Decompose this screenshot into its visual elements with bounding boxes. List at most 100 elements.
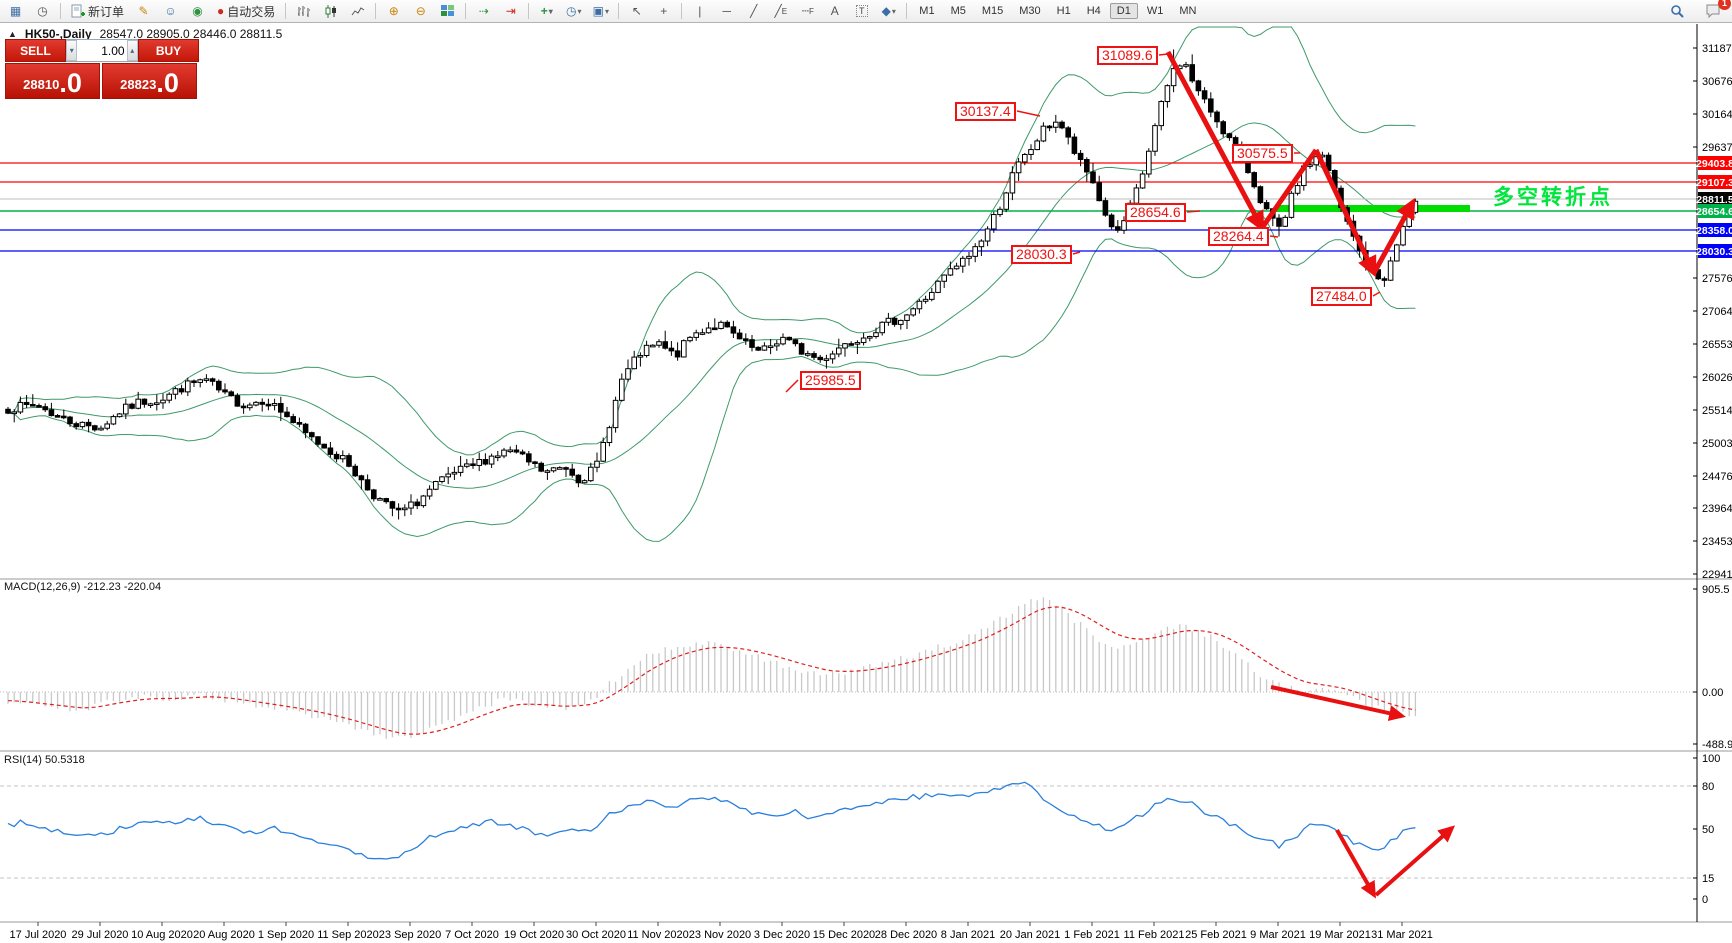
- price-tag: [1698, 223, 1732, 237]
- price-callout-label: 30575.5: [1232, 144, 1293, 163]
- date-label: 7 Oct 2020: [445, 929, 499, 941]
- bar-chart-icon: [297, 5, 310, 17]
- notifications-button[interactable]: 1: [1700, 0, 1731, 22]
- date-label: 8 Jan 2021: [941, 929, 995, 941]
- macd-trend-arrow: [1270, 685, 1406, 722]
- callout-leader: [1269, 235, 1279, 238]
- timeframe-w1[interactable]: W1: [1146, 5, 1164, 17]
- line-chart-button[interactable]: [345, 1, 370, 22]
- search-button[interactable]: [1665, 1, 1690, 22]
- callout-leader: [785, 379, 799, 393]
- svg-text:26553.0: 26553.0: [1702, 339, 1732, 351]
- timeframe-m5[interactable]: M5: [950, 5, 966, 17]
- date-label: 30 Oct 2020: [566, 929, 626, 941]
- profiles-button[interactable]: ◷: [30, 1, 55, 22]
- rsi-line: [7, 781, 1416, 860]
- signals-icon: ◉: [192, 4, 203, 18]
- price-tag: [1698, 244, 1732, 258]
- date-label: 9 Mar 2021: [1250, 929, 1306, 941]
- timeframe-h1[interactable]: H1: [1056, 5, 1071, 17]
- sell-button[interactable]: SELL: [5, 39, 66, 62]
- sell-price-pips: .0: [59, 68, 82, 98]
- price-callout-label: 28654.6: [1125, 203, 1186, 222]
- date-label: 11 Nov 2020: [627, 929, 689, 941]
- timeframe-h4[interactable]: H4: [1086, 5, 1101, 17]
- community-icon: ☺: [164, 4, 177, 18]
- chevron-down-icon: ▾: [604, 6, 609, 16]
- sell-price-box[interactable]: 28810.0: [5, 63, 100, 99]
- svg-text:23453.0: 23453.0: [1702, 536, 1732, 548]
- one-click-trading-panel: SELL ▾ ▴ BUY 28810.0 28823.0: [5, 39, 199, 99]
- separator: [60, 3, 61, 19]
- timeframe-d1[interactable]: D1: [1109, 3, 1138, 19]
- text-tool-button[interactable]: A: [822, 1, 847, 22]
- buy-price-box[interactable]: 28823.0: [102, 63, 197, 99]
- date-label: 25 Feb 2021: [1185, 929, 1247, 941]
- trend-arrow: [1165, 50, 1265, 233]
- chart-frame: [0, 24, 1732, 923]
- ohlc-values: 28547.0 28905.0 28446.0 28811.5: [99, 27, 283, 41]
- chart-shift-button[interactable]: ⇥: [498, 1, 523, 22]
- trendline-button[interactable]: ╱: [741, 1, 766, 22]
- periods-button[interactable]: ◷ ▾: [561, 1, 586, 22]
- separator: [528, 3, 530, 19]
- cursor-button[interactable]: ↖: [624, 1, 649, 22]
- svg-text:25003.0: 25003.0: [1702, 438, 1732, 450]
- candlestick-chart-button[interactable]: [318, 1, 343, 22]
- shapes-button[interactable]: ◆ ▾: [876, 1, 901, 22]
- auto-scroll-icon: ⇢: [478, 4, 489, 18]
- date-label: 10 Aug 2020: [131, 929, 193, 941]
- autotrading-button[interactable]: ● 自动交易: [212, 1, 280, 22]
- buy-button[interactable]: BUY: [138, 39, 199, 62]
- tile-windows-icon: [441, 5, 455, 16]
- date-label: 28 Dec 2020: [875, 929, 937, 941]
- volume-input[interactable]: [77, 40, 127, 61]
- horizontal-line-button[interactable]: ─: [714, 1, 739, 22]
- zoom-in-button[interactable]: ⊕: [381, 1, 406, 22]
- new-order-button[interactable]: 新订单: [66, 1, 129, 22]
- channel-button[interactable]: ╱ E: [768, 1, 793, 22]
- crosshair-icon: +: [660, 4, 668, 18]
- bb-middle-band: [7, 122, 1416, 489]
- crosshair-button[interactable]: +: [651, 1, 676, 22]
- fibonacci-button[interactable]: ┄ F: [795, 1, 820, 22]
- chart-area[interactable]: 31187.5 30676.0 30164.5 29637.5 27576.0 27064…: [0, 23, 1732, 943]
- metaeditor-button[interactable]: ✎: [131, 1, 156, 22]
- profiles-icon: ◷: [37, 4, 48, 18]
- date-label: 15 Dec 2020: [813, 929, 875, 941]
- new-order-icon: [71, 4, 85, 18]
- timeframe-m15[interactable]: M15: [981, 5, 1004, 17]
- trend-arrow: [1313, 148, 1377, 278]
- date-axis: 17 Jul 2020 29 Jul 2020 10 Aug 2020 20 Aug …: [10, 922, 1433, 941]
- price-callout-label: 27484.0: [1311, 287, 1372, 306]
- templates-button[interactable]: ▣ ▾: [588, 1, 613, 22]
- date-label: 23 Nov 2020: [689, 929, 751, 941]
- indicators-button[interactable]: + ▾: [534, 1, 559, 22]
- price-tag: [1698, 156, 1732, 170]
- svg-text:29107.3: 29107.3: [1696, 177, 1732, 189]
- periods-icon: ◷: [566, 4, 577, 18]
- rsi-pane: [0, 781, 1697, 899]
- auto-scroll-button[interactable]: ⇢: [471, 1, 496, 22]
- bar-chart-button[interactable]: [291, 1, 316, 22]
- tile-windows-button[interactable]: [435, 1, 460, 22]
- date-label: 19 Oct 2020: [504, 929, 564, 941]
- macd-signal-line: [7, 606, 1416, 735]
- text-label-button[interactable]: T: [849, 1, 874, 22]
- signals-button[interactable]: ◉: [185, 1, 210, 22]
- chevron-down-icon: ▾: [548, 6, 553, 16]
- separator: [375, 3, 377, 19]
- zoom-out-button[interactable]: ⊖: [408, 1, 433, 22]
- volume-up-button[interactable]: ▴: [126, 40, 138, 61]
- community-button[interactable]: ☺: [158, 1, 183, 22]
- timeframe-m1[interactable]: M1: [919, 5, 935, 17]
- timeframe-m30[interactable]: M30: [1019, 5, 1041, 17]
- vertical-line-button[interactable]: |: [687, 1, 712, 22]
- svg-text:0: 0: [1702, 894, 1708, 906]
- new-chart-button[interactable]: ▦: [3, 1, 28, 22]
- volume-down-button[interactable]: ▾: [66, 40, 78, 61]
- horizontal-level-lines: [0, 162, 1697, 252]
- indicators-icon: +: [540, 4, 548, 18]
- timeframe-mn[interactable]: MN: [1179, 5, 1197, 17]
